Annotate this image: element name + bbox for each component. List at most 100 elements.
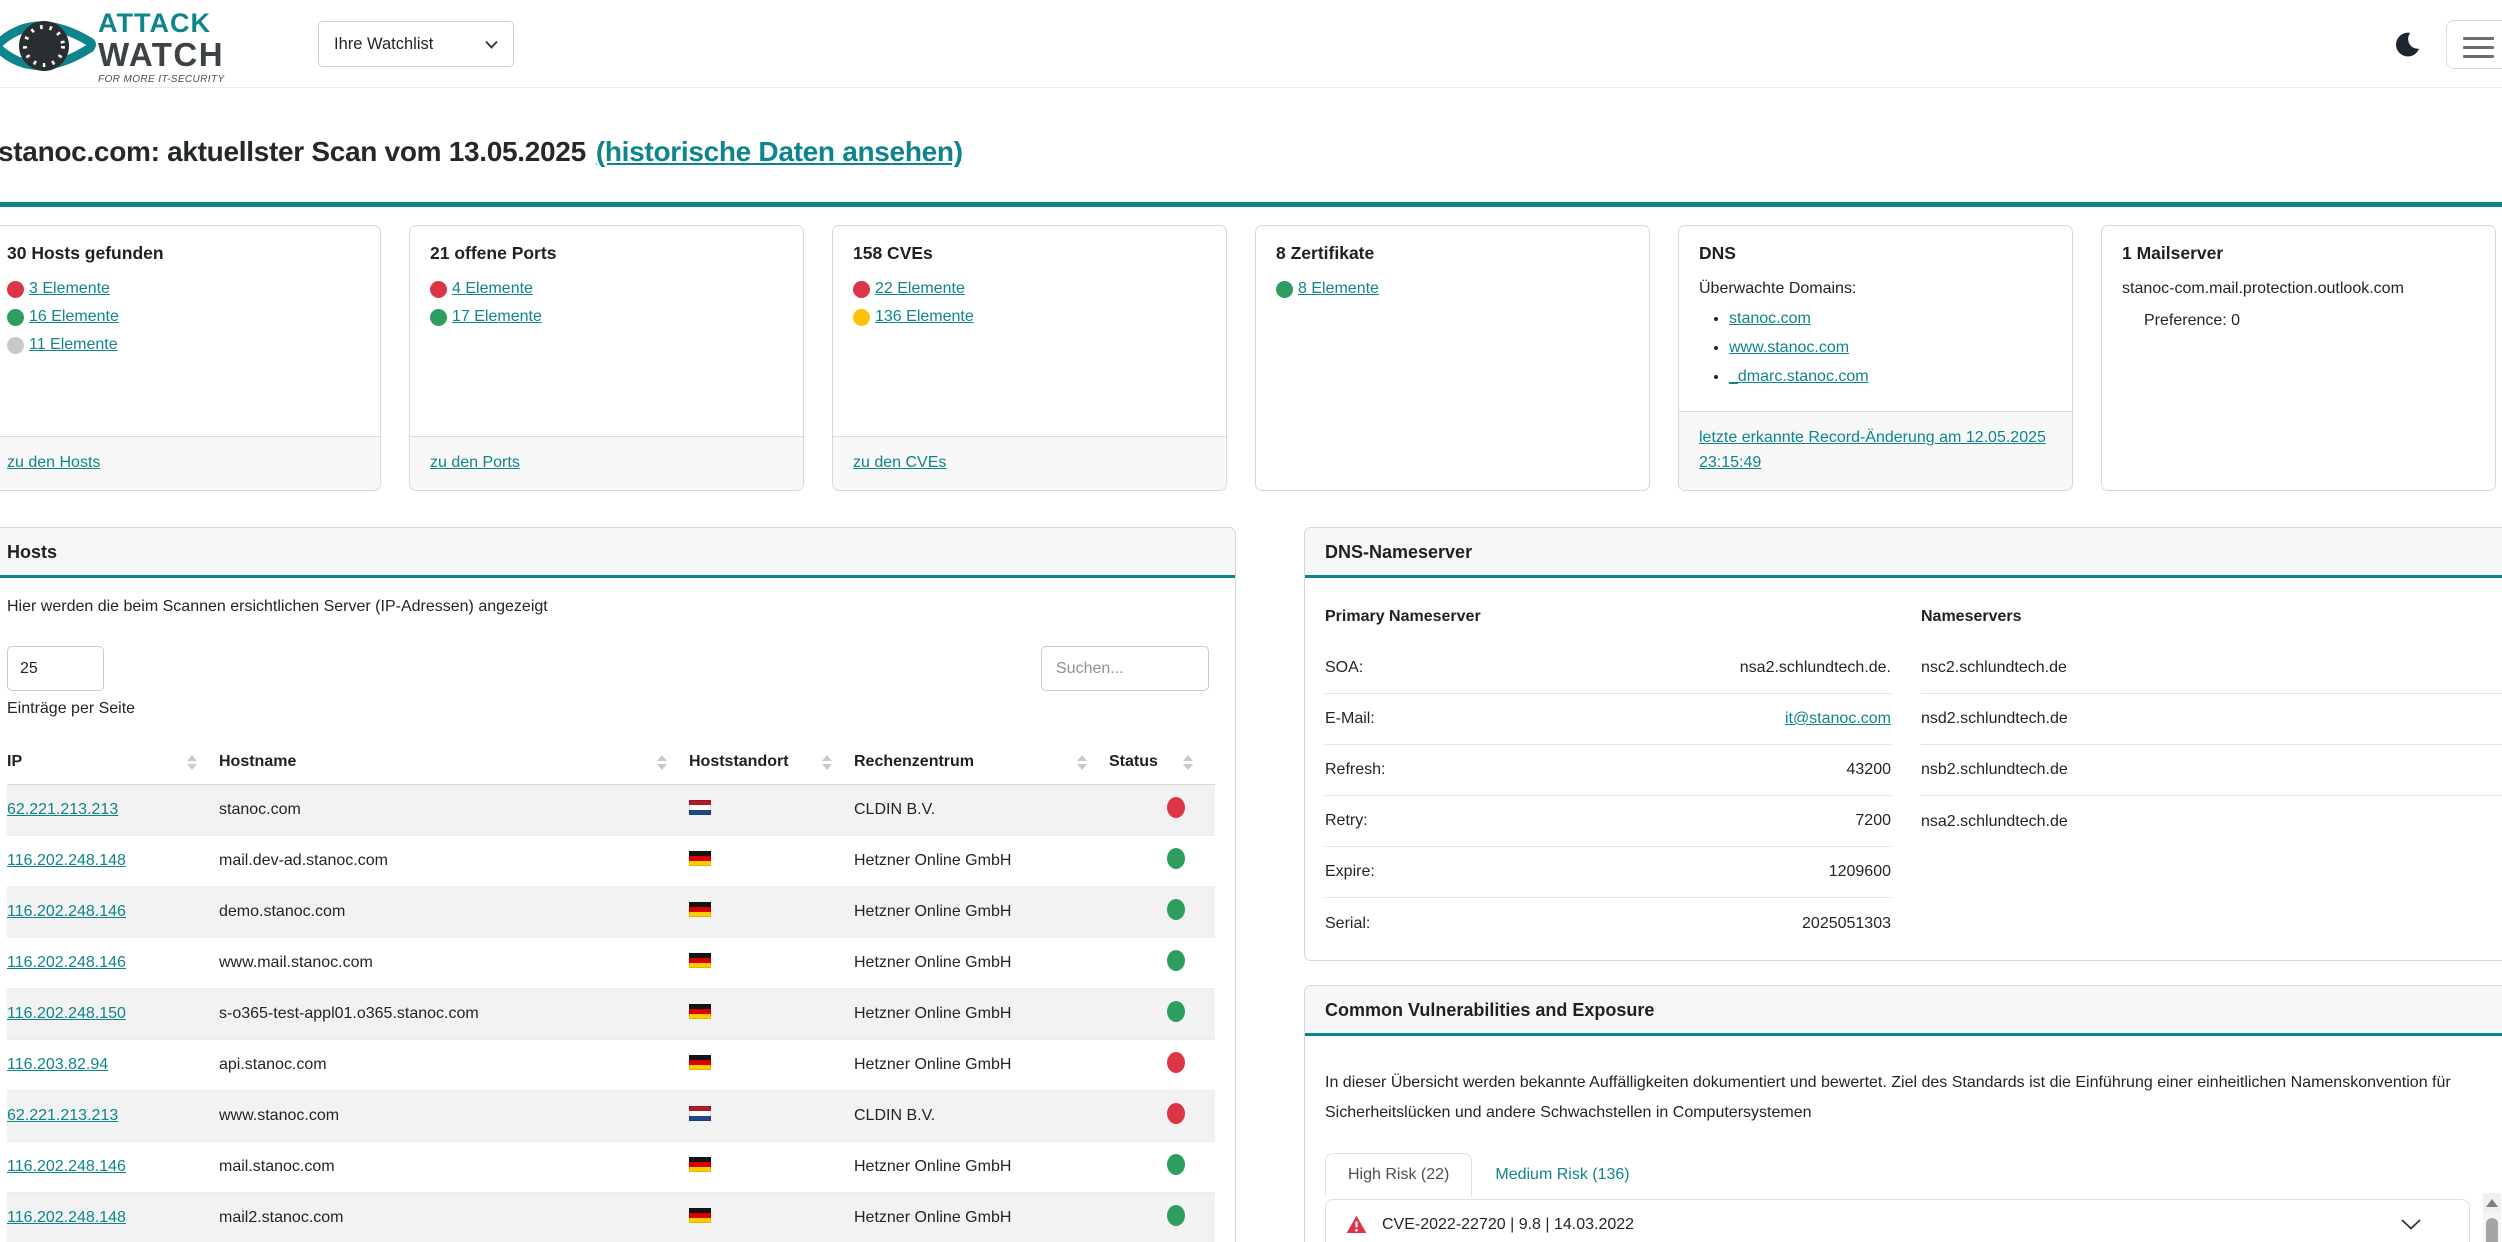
cve-accordion-item[interactable]: CVE-2022-22720 | 9.8 | 14.03.2022 bbox=[1325, 1199, 2470, 1242]
menu-button[interactable] bbox=[2446, 20, 2502, 69]
hostname-cell: www.stanoc.com bbox=[219, 1090, 689, 1142]
ip-link[interactable]: 116.202.248.146 bbox=[7, 954, 126, 971]
goto-cves-link[interactable]: zu den CVEs bbox=[853, 454, 947, 472]
goto-hosts-link[interactable]: zu den Hosts bbox=[7, 454, 101, 472]
search-input[interactable] bbox=[1041, 646, 1209, 691]
hosts-panel: Hosts Hier werden die beim Scannen ersic… bbox=[0, 527, 1236, 1242]
brand-name-top: ATTACK bbox=[98, 8, 211, 38]
watchlist-dropdown[interactable]: Ihre Watchlist bbox=[318, 21, 514, 67]
element-count-link[interactable]: 16 Elemente bbox=[29, 308, 119, 325]
record-value: 43200 bbox=[1846, 761, 1892, 778]
brand-tagline: FOR MORE IT-SECURITY bbox=[98, 74, 225, 85]
domain-link[interactable]: _dmarc.stanoc.com bbox=[1729, 368, 1869, 385]
sort-icons[interactable] bbox=[187, 754, 197, 770]
column-header-ip[interactable]: IP bbox=[7, 740, 219, 785]
sort-icons[interactable] bbox=[822, 754, 832, 770]
element-count-link[interactable]: 11 Elemente bbox=[29, 336, 118, 353]
sort-icons[interactable] bbox=[657, 754, 667, 770]
brand-logo: ATTACK WATCH FOR MORE IT-SECURITY bbox=[0, 4, 294, 86]
watchlist-dropdown-value: Ihre Watchlist bbox=[334, 34, 434, 53]
element-count-item: 22 Elemente bbox=[853, 280, 1206, 298]
cve-panel-title: Common Vulnerabilities and Exposure bbox=[1305, 986, 2502, 1036]
ip-link[interactable]: 116.202.248.148 bbox=[7, 1209, 126, 1226]
tab-medium-risk[interactable]: Medium Risk (136) bbox=[1495, 1166, 1630, 1184]
scrollbar-thumb[interactable] bbox=[2486, 1218, 2498, 1242]
green-status-dot-icon bbox=[1167, 899, 1185, 920]
historical-data-link[interactable]: (historische Daten ansehen) bbox=[595, 136, 963, 167]
primary-nameserver-column: Primary Nameserver SOA: nsa2.schlundtech.… bbox=[1325, 598, 1891, 949]
element-count-link[interactable]: 17 Elemente bbox=[452, 308, 542, 325]
record-value: 2025051303 bbox=[1802, 914, 1891, 932]
card-cves: 158 CVEs 22 Elemente 136 Elemente zu den … bbox=[832, 225, 1227, 491]
datacenter-cell: Hetzner Online GmbH bbox=[854, 937, 1109, 989]
soa-record-row: Serial: 2025051303 bbox=[1325, 898, 1891, 949]
mailserver-preference: Preference: 0 bbox=[2144, 312, 2241, 329]
dark-mode-toggle[interactable] bbox=[2392, 29, 2424, 61]
element-count-link[interactable]: 8 Elemente bbox=[1298, 280, 1379, 297]
ip-link[interactable]: 62.221.213.213 bbox=[7, 1107, 119, 1124]
element-count-link[interactable]: 3 Elemente bbox=[29, 280, 110, 297]
column-header-hoststandort[interactable]: Hoststandort bbox=[689, 740, 854, 785]
red-status-dot-icon bbox=[1167, 1052, 1185, 1073]
ip-link[interactable]: 116.202.248.146 bbox=[7, 1158, 126, 1175]
domain-link[interactable]: www.stanoc.com bbox=[1729, 339, 1850, 356]
green-status-dot-icon bbox=[1167, 848, 1185, 869]
goto-ports-link[interactable]: zu den Ports bbox=[430, 454, 520, 472]
card-certificates-title: 8 Zertifikate bbox=[1276, 243, 1375, 263]
element-count-link[interactable]: 22 Elemente bbox=[875, 280, 965, 297]
host-table-row: 116.202.248.148 mail2.stanoc.com Hetzner O… bbox=[7, 1192, 1215, 1242]
summary-cards-row: 30 Hosts gefunden 3 Elemente 16 Elemente 1… bbox=[0, 225, 2496, 491]
cve-accordion-list: CVE-2022-22720 | 9.8 | 14.03.2022 bbox=[1325, 1199, 2470, 1242]
element-count-item: 4 Elemente bbox=[430, 280, 783, 298]
green-status-dot-icon bbox=[1276, 280, 1293, 298]
yellow-status-dot-icon bbox=[853, 308, 870, 326]
ip-link[interactable]: 116.202.248.150 bbox=[7, 1005, 126, 1022]
nameserver-value: nsb2.schlundtech.de bbox=[1921, 761, 2068, 778]
sort-icons[interactable] bbox=[1077, 754, 1087, 770]
card-certificates-items: 8 Elemente bbox=[1276, 280, 1629, 298]
flag-de-icon bbox=[689, 1055, 711, 1070]
green-status-dot-icon bbox=[7, 308, 24, 326]
host-table-row: 116.203.82.94 api.stanoc.com Hetzner Onlin… bbox=[7, 1039, 1215, 1091]
email-link[interactable]: it@stanoc.com bbox=[1784, 710, 1891, 727]
page-size-input[interactable] bbox=[7, 646, 104, 691]
hostname-cell: stanoc.com bbox=[219, 784, 689, 836]
app-header: ATTACK WATCH FOR MORE IT-SECURITY Ihre W… bbox=[0, 0, 2502, 88]
host-table-row: 116.202.248.146 www.mail.stanoc.com Hetzne… bbox=[7, 937, 1215, 989]
scrollbar-up-button[interactable] bbox=[2483, 1193, 2501, 1213]
record-label: E-Mail: bbox=[1325, 710, 1375, 727]
domain-link[interactable]: stanoc.com bbox=[1729, 310, 1811, 327]
element-count-link[interactable]: 136 Elemente bbox=[875, 308, 974, 325]
card-cves-title: 158 CVEs bbox=[853, 243, 933, 263]
column-header-status[interactable]: Status bbox=[1109, 740, 1215, 785]
green-status-dot-icon bbox=[1167, 1205, 1185, 1226]
element-count-link[interactable]: 4 Elemente bbox=[452, 280, 533, 297]
hostname-cell: mail.dev-ad.stanoc.com bbox=[219, 835, 689, 887]
flag-de-icon bbox=[689, 851, 711, 866]
element-count-item: 8 Elemente bbox=[1276, 280, 1629, 298]
ip-link[interactable]: 62.221.213.213 bbox=[7, 801, 119, 818]
host-table-row: 62.221.213.213 stanoc.com CLDIN B.V. bbox=[7, 784, 1215, 836]
soa-record-row: Expire: 1209600 bbox=[1325, 847, 1891, 898]
nameserver-row: nsc2.schlundtech.de bbox=[1921, 643, 2502, 694]
ip-link[interactable]: 116.202.248.146 bbox=[7, 903, 126, 920]
ip-link[interactable]: 116.202.248.148 bbox=[7, 852, 126, 869]
host-table-row: 116.202.248.146 demo.stanoc.com Hetzner On… bbox=[7, 886, 1215, 938]
datacenter-cell: Hetzner Online GmbH bbox=[854, 886, 1109, 938]
ip-link[interactable]: 116.203.82.94 bbox=[7, 1056, 109, 1073]
tab-high-risk[interactable]: High Risk (22) bbox=[1325, 1153, 1473, 1198]
page-size-label: Einträge per Seite bbox=[7, 700, 136, 717]
element-count-item: 136 Elemente bbox=[853, 308, 1206, 326]
hostname-cell: demo.stanoc.com bbox=[219, 886, 689, 938]
datacenter-cell: CLDIN B.V. bbox=[854, 1090, 1109, 1142]
record-change-link[interactable]: letzte erkannte Record-Änderung am 12.05… bbox=[1699, 429, 2046, 472]
nameserver-value: nsc2.schlundtech.de bbox=[1921, 659, 2067, 676]
column-header-rechenzentrum[interactable]: Rechenzentrum bbox=[854, 740, 1109, 785]
column-header-hostname[interactable]: Hostname bbox=[219, 740, 689, 785]
cve-list-scrollbar[interactable] bbox=[2483, 1193, 2501, 1242]
sort-icons[interactable] bbox=[1183, 754, 1193, 770]
green-status-dot-icon bbox=[1167, 950, 1185, 971]
card-ports: 21 offene Ports 4 Elemente 17 Elemente zu… bbox=[409, 225, 804, 491]
card-mailserver-title: 1 Mailserver bbox=[2122, 243, 2224, 263]
eye-icon bbox=[0, 21, 96, 71]
